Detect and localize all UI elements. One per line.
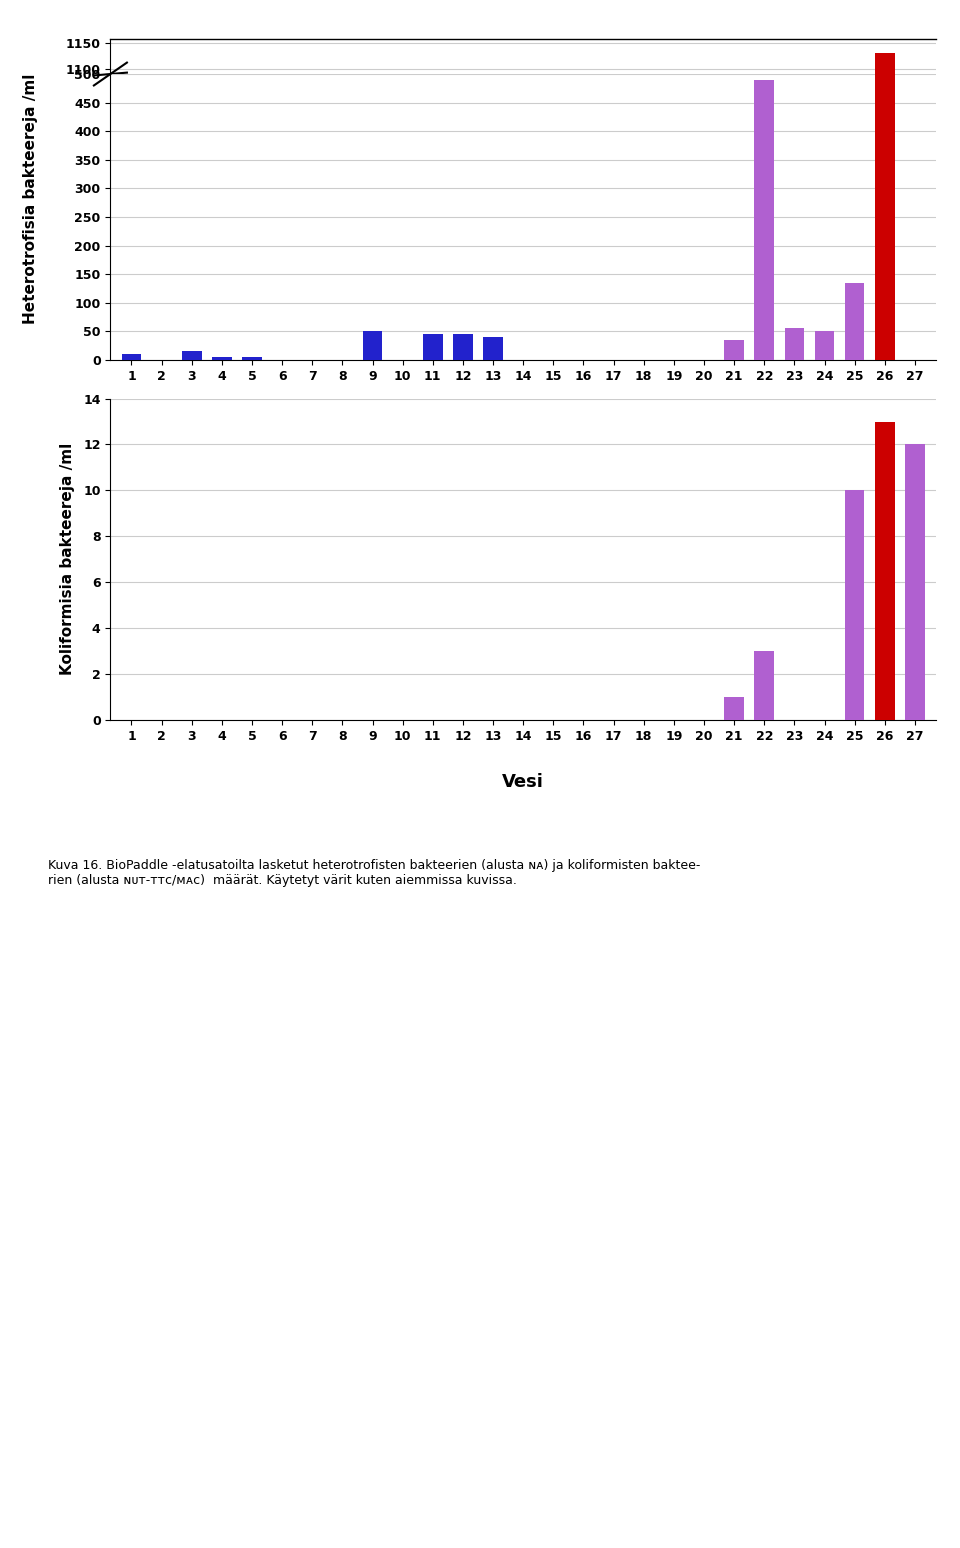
Bar: [212, 358, 231, 361]
Bar: [483, 337, 503, 361]
Bar: [755, 80, 774, 361]
Bar: [423, 334, 443, 361]
Bar: [122, 354, 141, 361]
Text: Vesi: Vesi: [502, 772, 544, 791]
Bar: [905, 444, 924, 720]
Bar: [242, 358, 262, 361]
Bar: [845, 491, 864, 720]
Bar: [755, 652, 774, 720]
Bar: [725, 697, 744, 720]
Text: Heterotrofisia bakteereja /ml: Heterotrofisia bakteereja /ml: [23, 74, 38, 325]
Bar: [453, 334, 472, 361]
Bar: [725, 341, 744, 361]
Bar: [875, 74, 895, 361]
Bar: [784, 328, 804, 361]
Y-axis label: Koliformisia bakteereja /ml: Koliformisia bakteereja /ml: [60, 443, 75, 675]
Bar: [182, 351, 202, 361]
Bar: [875, 53, 895, 641]
Bar: [875, 421, 895, 720]
Bar: [363, 331, 382, 361]
Text: Kuva 16. BioPaddle -elatusatoilta lasketut heterotrofisten bakteerien (alusta ɴᴀ: Kuva 16. BioPaddle -elatusatoilta lasket…: [48, 859, 701, 887]
Bar: [845, 283, 864, 361]
Bar: [815, 331, 834, 361]
